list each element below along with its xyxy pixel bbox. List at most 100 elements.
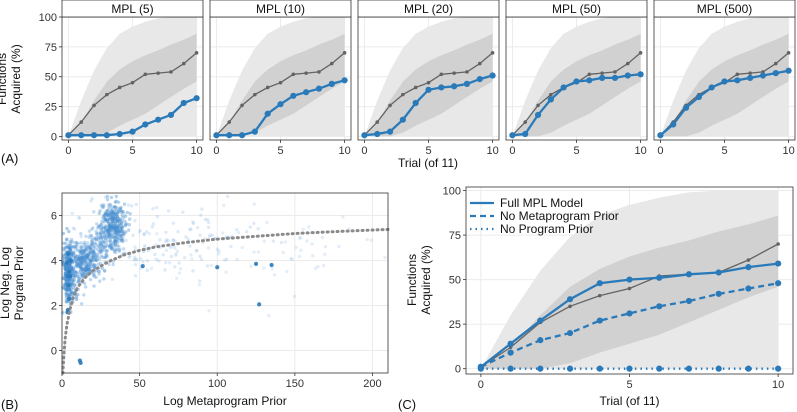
scatter-point (112, 218, 116, 222)
scatter-point (89, 199, 93, 203)
scatter-point (120, 209, 124, 214)
scatter-point (105, 197, 110, 202)
scatter-point (109, 246, 114, 251)
scatter-point (265, 220, 269, 225)
scatter-point (164, 260, 168, 265)
scatter-point (103, 255, 107, 259)
scatter-point (108, 238, 112, 242)
scatter-point (95, 232, 99, 236)
scatter-point (77, 262, 81, 266)
y-tick-label: 6 (51, 211, 57, 223)
human-point (317, 70, 321, 74)
scatter-point (86, 247, 90, 251)
scatter-point (77, 255, 82, 260)
scatter-point (102, 229, 106, 234)
scatter-point (62, 276, 66, 281)
human-point (117, 85, 122, 90)
y-tick-label: 2 (51, 301, 57, 313)
scatter-point (75, 263, 79, 267)
scatter-point (110, 225, 115, 229)
human-point (568, 304, 572, 309)
scatter-point (72, 251, 76, 255)
scatter-point (78, 258, 82, 263)
scatter-point (80, 267, 84, 271)
human-point (278, 80, 283, 85)
model-point (386, 128, 394, 135)
scatter-point (87, 268, 91, 272)
scatter-point (113, 242, 117, 247)
legend-label: No Metaprogram Prior (500, 209, 619, 223)
panel-border (61, 192, 389, 374)
facet-panel: 0 5 10 MPL (50) (505, 0, 648, 157)
x-tick-label: 10 (190, 145, 202, 157)
scatter-point (80, 245, 84, 249)
scatter-point (113, 239, 118, 244)
scatter-point (142, 232, 146, 236)
scatter-point (64, 238, 69, 242)
scatter-point (78, 256, 82, 261)
scatter-point (108, 244, 112, 249)
scatter-point (109, 215, 114, 219)
scatter-point (84, 234, 88, 238)
scatter-point (85, 264, 89, 269)
model-point (747, 74, 754, 82)
scatter-point (206, 225, 211, 230)
scatter-point (79, 302, 84, 306)
scatter-point (252, 221, 256, 226)
scatter-point (107, 227, 112, 232)
scatter-point (64, 278, 69, 282)
scatter-point (112, 208, 117, 212)
scatter-point (120, 233, 124, 238)
scatter-point (84, 254, 89, 259)
model-point (611, 74, 619, 82)
scatter-point (207, 220, 211, 225)
scatter-point (172, 237, 176, 242)
model-point (65, 132, 72, 139)
scatter-point (195, 248, 199, 253)
scatter-point (108, 235, 113, 240)
scatter-point (120, 221, 124, 226)
scatter-point (116, 237, 120, 242)
scatter-point (252, 250, 256, 254)
scatter-point (316, 264, 320, 269)
scatter-point (119, 229, 124, 234)
scatter-point (116, 229, 121, 233)
scatter-point (77, 257, 81, 262)
model-point (685, 365, 693, 372)
scatter-point (80, 273, 85, 277)
x-tick-label: 100 (208, 378, 226, 390)
scatter-point (85, 255, 89, 259)
scatter-point (123, 219, 127, 223)
scatter-point (85, 261, 89, 265)
scatter-point (120, 239, 124, 243)
scatter-point (103, 234, 107, 239)
facet-panel: 0 5 10 MPL (10) (209, 0, 352, 157)
scatter-point (65, 237, 69, 241)
scatter-point (86, 253, 91, 257)
scatter-point (82, 293, 86, 297)
scatter-point (71, 254, 76, 258)
scatter-point (121, 229, 125, 233)
model-point (489, 72, 496, 79)
scatter-point (88, 267, 92, 271)
scatter-point (114, 208, 119, 213)
scatter-point (106, 213, 110, 218)
scatter-point (67, 245, 71, 250)
scatter-point (93, 263, 97, 267)
human-point (625, 61, 630, 66)
scatter-point (103, 195, 108, 199)
scatter-point (217, 249, 221, 253)
model-point (715, 269, 722, 276)
scatter-point (115, 219, 120, 224)
scatter-point (108, 226, 112, 231)
scatter-point (102, 217, 106, 221)
scatter-point (113, 241, 117, 246)
scatter-point (256, 250, 261, 254)
x-tick-label: 10 (772, 379, 784, 391)
scatter-point (99, 250, 104, 254)
scatter-point (229, 244, 233, 249)
panel-label: (B) (1, 397, 18, 412)
model-point (264, 110, 271, 117)
scatter-point (100, 222, 104, 227)
